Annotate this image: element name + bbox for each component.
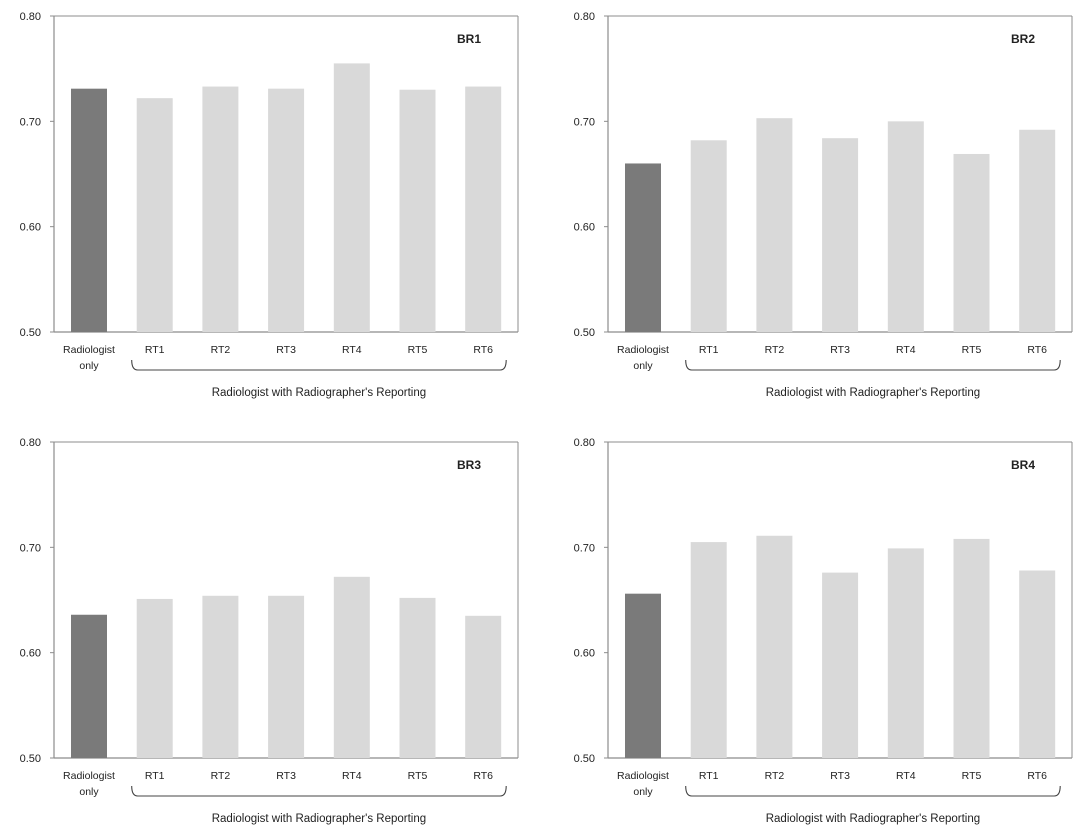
x-axis-label: Radiologist with Radiographer's Reportin… bbox=[212, 813, 426, 825]
category-label: RT1 bbox=[145, 770, 165, 782]
bar-rt5 bbox=[953, 538, 990, 758]
bar-rt6 bbox=[1019, 129, 1056, 332]
category-label-line: Radiologist bbox=[63, 344, 115, 356]
bar-rt4 bbox=[887, 548, 924, 758]
bar-rt1 bbox=[690, 542, 727, 758]
bar-rt2 bbox=[756, 535, 793, 758]
category-label-line: Radiologist bbox=[617, 344, 669, 356]
category-label: RT3 bbox=[830, 344, 850, 356]
category-label-line: only bbox=[79, 786, 99, 798]
y-tick-label: 0.50 bbox=[574, 753, 595, 765]
bar-rt1 bbox=[136, 598, 173, 758]
chart-panel-br2: 0.50 0.60 0.70 0.80 BR2 Radiologist only RT1 RT2… bbox=[574, 11, 1073, 399]
category-label: RT5 bbox=[962, 770, 982, 782]
bar-radiologist-only bbox=[71, 88, 107, 333]
category-label: RT6 bbox=[1027, 770, 1047, 782]
y-tick-label: 0.80 bbox=[20, 11, 41, 23]
bar-rt3 bbox=[268, 88, 305, 333]
bar-rt4 bbox=[887, 121, 924, 332]
bar-rt3 bbox=[268, 595, 305, 758]
category-label: RT5 bbox=[962, 344, 982, 356]
bar-radiologist-only bbox=[625, 163, 661, 332]
panel-title: BR2 bbox=[1011, 32, 1035, 46]
category-label-line: Radiologist bbox=[617, 770, 669, 782]
x-axis-label: Radiologist with Radiographer's Reportin… bbox=[212, 387, 426, 399]
bar-rt5 bbox=[399, 89, 436, 332]
category-label: Radiologist only bbox=[617, 770, 669, 798]
bar-rt6 bbox=[465, 615, 502, 758]
group-bracket bbox=[131, 785, 507, 797]
y-tick-label: 0.70 bbox=[574, 116, 595, 128]
chart-panel-br1: 0.50 0.60 0.70 0.80 BR1 Radiologist only RT1 RT2… bbox=[20, 11, 519, 399]
category-label: RT5 bbox=[408, 344, 428, 356]
bar-rt6 bbox=[465, 86, 502, 332]
y-tick-label: 0.80 bbox=[20, 437, 41, 449]
category-label: RT2 bbox=[211, 344, 231, 356]
group-bracket bbox=[131, 359, 507, 371]
panel-title: BR3 bbox=[457, 458, 481, 472]
chart-panel-br4: 0.50 0.60 0.70 0.80 BR4 Radiologist only RT1 RT2… bbox=[574, 437, 1073, 825]
category-label: RT6 bbox=[1027, 344, 1047, 356]
x-axis-label: Radiologist with Radiographer's Reportin… bbox=[766, 813, 980, 825]
category-label: RT1 bbox=[699, 770, 719, 782]
y-tick-label: 0.60 bbox=[574, 648, 595, 660]
y-tick-label: 0.50 bbox=[20, 327, 41, 339]
bar-radiologist-only bbox=[625, 593, 661, 758]
y-tick-label: 0.80 bbox=[574, 437, 595, 449]
category-label: RT2 bbox=[765, 344, 785, 356]
y-tick-label: 0.60 bbox=[20, 222, 41, 234]
category-label-line: only bbox=[633, 360, 653, 372]
bar-rt1 bbox=[690, 140, 727, 332]
y-tick-label: 0.60 bbox=[20, 648, 41, 660]
y-tick-label: 0.70 bbox=[574, 542, 595, 554]
y-tick-label: 0.60 bbox=[574, 222, 595, 234]
bar-rt6 bbox=[1019, 570, 1056, 758]
y-tick-label: 0.70 bbox=[20, 116, 41, 128]
category-label-line: only bbox=[79, 360, 99, 372]
group-bracket bbox=[685, 785, 1061, 797]
x-axis-label: Radiologist with Radiographer's Reportin… bbox=[766, 387, 980, 399]
bar-rt1 bbox=[136, 98, 173, 332]
category-label: RT4 bbox=[896, 770, 916, 782]
category-label: RT2 bbox=[211, 770, 231, 782]
bar-rt3 bbox=[822, 138, 859, 332]
group-bracket bbox=[685, 359, 1061, 371]
category-label: RT3 bbox=[276, 344, 296, 356]
category-label: RT6 bbox=[473, 344, 493, 356]
bar-radiologist-only bbox=[71, 614, 107, 758]
y-tick-label: 0.70 bbox=[20, 542, 41, 554]
category-label: RT3 bbox=[830, 770, 850, 782]
bar-rt5 bbox=[399, 597, 436, 758]
category-label-line: Radiologist bbox=[63, 770, 115, 782]
panel-title: BR4 bbox=[1011, 458, 1035, 472]
bar-rt3 bbox=[822, 572, 859, 758]
category-label: RT4 bbox=[342, 344, 362, 356]
category-label: Radiologist only bbox=[617, 344, 669, 372]
category-label: RT3 bbox=[276, 770, 296, 782]
y-tick-label: 0.80 bbox=[574, 11, 595, 23]
category-label-line: only bbox=[633, 786, 653, 798]
bar-rt4 bbox=[333, 576, 370, 758]
category-label: Radiologist only bbox=[63, 344, 115, 372]
category-label: RT1 bbox=[699, 344, 719, 356]
category-label: RT4 bbox=[342, 770, 362, 782]
category-label: RT2 bbox=[765, 770, 785, 782]
category-label: RT1 bbox=[145, 344, 165, 356]
panel-title: BR1 bbox=[457, 32, 481, 46]
bar-rt5 bbox=[953, 153, 990, 332]
bar-rt2 bbox=[202, 595, 239, 758]
y-tick-label: 0.50 bbox=[20, 753, 41, 765]
category-label: RT5 bbox=[408, 770, 428, 782]
bar-rt2 bbox=[756, 118, 793, 332]
bar-rt2 bbox=[202, 86, 239, 332]
category-label: Radiologist only bbox=[63, 770, 115, 798]
chart-panel-br3: 0.50 0.60 0.70 0.80 BR3 Radiologist only RT1 RT2… bbox=[20, 437, 519, 825]
category-label: RT4 bbox=[896, 344, 916, 356]
category-label: RT6 bbox=[473, 770, 493, 782]
y-tick-label: 0.50 bbox=[574, 327, 595, 339]
bar-rt4 bbox=[333, 63, 370, 333]
